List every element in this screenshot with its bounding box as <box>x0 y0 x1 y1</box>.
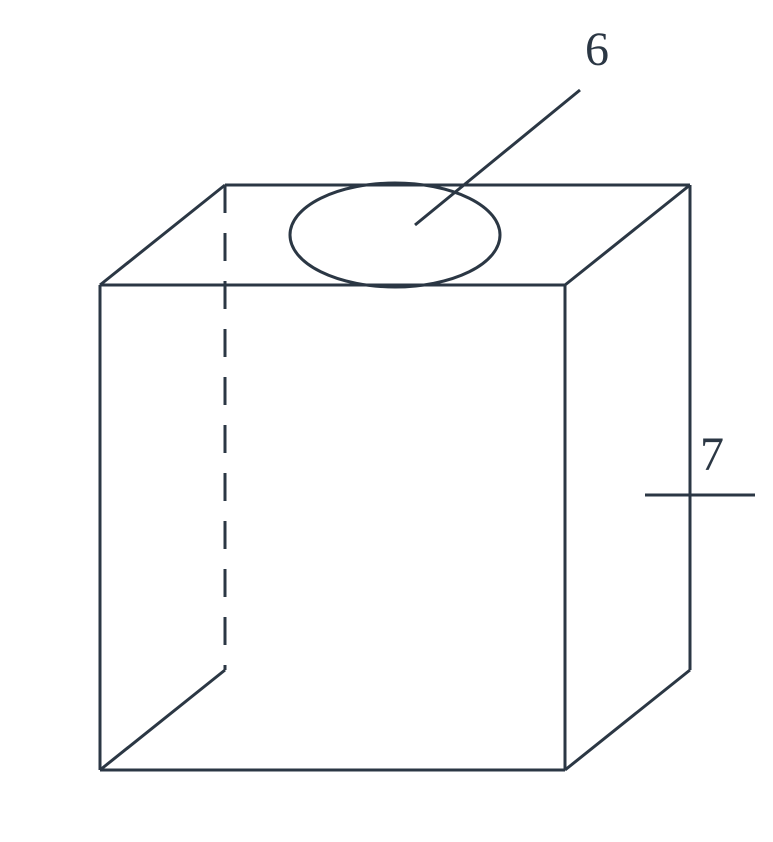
callout-label-6: 6 <box>585 22 609 77</box>
left-bottom-edge <box>100 670 225 770</box>
leader-line-6 <box>415 90 580 225</box>
top-hole <box>290 183 500 287</box>
technical-diagram <box>0 0 773 842</box>
right-bottom-edge <box>565 670 690 770</box>
top-left-edge <box>100 185 225 285</box>
callout-label-7: 7 <box>700 427 724 482</box>
top-right-edge <box>565 185 690 285</box>
